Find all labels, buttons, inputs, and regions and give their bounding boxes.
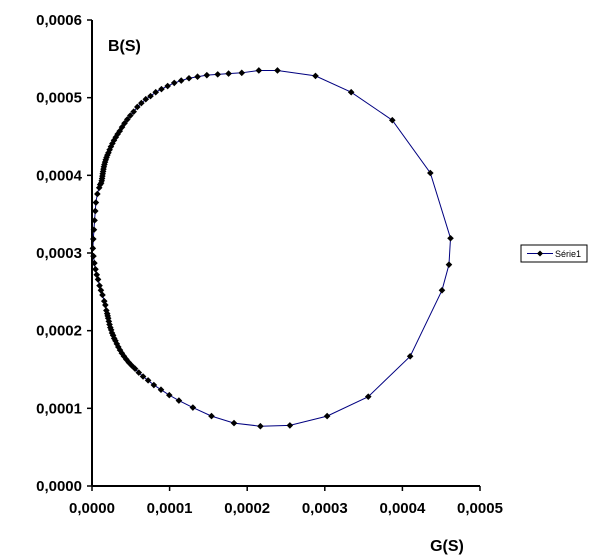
data-point	[116, 346, 124, 354]
data-point	[90, 226, 98, 233]
x-tick-label: 0,0003	[302, 500, 348, 517]
tick-labels: 0,0000 0,0001 0,0002 0,0003 0,0004 0,0005 0,00…	[36, 12, 503, 517]
data-point	[147, 92, 154, 100]
data-point	[165, 391, 173, 399]
data-point	[106, 321, 113, 328]
x-axis-title: G(S)	[430, 538, 464, 555]
y-tick-label: 0,0001	[36, 400, 82, 417]
y-axis-title: B(S)	[108, 38, 141, 55]
x-tick-label: 0,0004	[379, 500, 426, 517]
x-tick-label: 0,0000	[69, 500, 115, 517]
data-point	[104, 151, 111, 159]
data-point	[177, 77, 185, 84]
data-point	[121, 119, 128, 127]
plot-area	[89, 67, 454, 430]
y-tick-label: 0,0002	[36, 323, 82, 340]
data-point	[157, 386, 165, 393]
data-point	[92, 266, 99, 273]
y-tick-label: 0,0006	[36, 12, 82, 29]
data-point	[158, 85, 165, 93]
data-point	[406, 352, 414, 360]
data-point	[225, 70, 232, 77]
data-point	[96, 282, 103, 289]
data-point	[164, 82, 171, 90]
data-point	[286, 422, 294, 429]
data-point	[175, 397, 183, 404]
data-point	[107, 143, 115, 150]
data-point	[214, 71, 222, 78]
series-line	[92, 69, 452, 427]
data-point	[114, 130, 121, 138]
data-point	[103, 307, 110, 314]
data-point	[257, 422, 264, 430]
data-point	[152, 88, 160, 96]
y-tick-label: 0,0000	[36, 478, 82, 495]
axes	[87, 19, 481, 491]
data-point	[427, 169, 434, 177]
legend-marker	[537, 250, 543, 257]
data-point	[364, 393, 372, 400]
data-point	[135, 369, 143, 376]
legend-box	[520, 244, 588, 263]
legend: Série1	[520, 244, 588, 263]
data-point	[347, 88, 355, 96]
data-point	[142, 95, 150, 103]
data-point	[274, 67, 281, 74]
data-point	[130, 108, 137, 115]
data-point	[255, 67, 263, 74]
legend-label: Série1	[555, 249, 581, 259]
data-point	[127, 112, 134, 119]
data-point	[139, 373, 147, 380]
data-point	[438, 286, 446, 294]
data-point	[323, 412, 331, 420]
data-point	[312, 72, 319, 80]
data-point	[91, 207, 99, 215]
data-point	[389, 116, 396, 124]
data-point	[238, 69, 246, 77]
data-point	[100, 297, 108, 305]
y-tick-label: 0,0003	[36, 245, 82, 262]
data-point	[125, 359, 133, 366]
data-point	[106, 146, 113, 154]
data-point	[134, 103, 141, 111]
data-point	[445, 261, 453, 268]
data-point	[203, 71, 211, 79]
x-tick-label: 0,0002	[224, 500, 270, 517]
data-point	[138, 99, 145, 107]
data-point	[170, 79, 178, 87]
data-point	[92, 199, 100, 206]
data-point	[94, 276, 102, 283]
data-point	[150, 381, 158, 389]
y-tick-label: 0,0005	[36, 90, 82, 107]
data-point	[194, 73, 201, 80]
data-point	[109, 140, 116, 147]
data-point	[189, 404, 197, 411]
x-tick-label: 0,0005	[457, 500, 503, 517]
y-tick-label: 0,0004	[36, 167, 83, 184]
data-point	[112, 133, 120, 141]
data-point	[144, 377, 152, 384]
data-point	[447, 234, 454, 242]
data-point	[93, 271, 101, 279]
data-point	[230, 419, 238, 427]
x-tick-label: 0,0001	[147, 500, 193, 517]
data-point	[90, 235, 97, 243]
data-point	[128, 362, 136, 369]
data-point	[208, 412, 215, 420]
data-point	[105, 318, 113, 325]
data-point	[124, 116, 131, 123]
data-point	[185, 74, 193, 82]
data-point	[108, 329, 116, 337]
data-point	[94, 190, 101, 198]
data-point	[116, 127, 124, 135]
